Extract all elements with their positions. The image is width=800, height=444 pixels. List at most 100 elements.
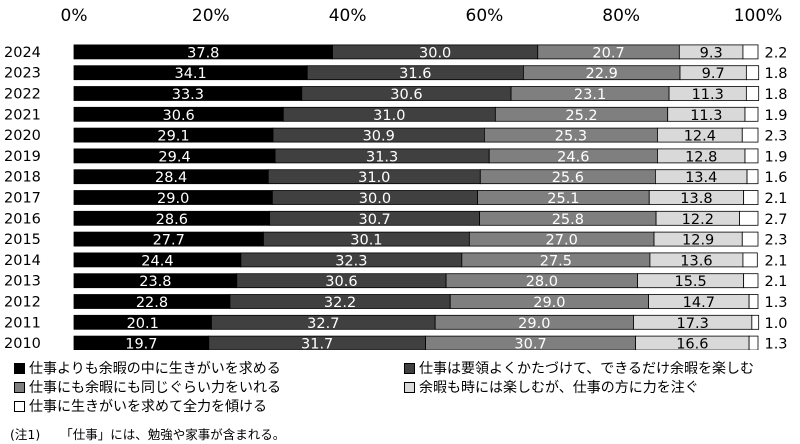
bar-value-label: 27.0 [546, 233, 578, 249]
bar-value-label: 2.7 [764, 212, 787, 228]
y-axis-labels: 2024 2023 2022 2021 2020 2019 2018 2017 2016 2015… [4, 45, 41, 350]
legend-item: 仕事よりも余暇の中に生きがいを求める [14, 358, 281, 378]
legend-swatch [14, 400, 25, 412]
bar-segment [744, 148, 759, 164]
bar-value-label: 34.1 [174, 66, 206, 82]
bar-value-label: 1.8 [764, 66, 787, 82]
bar-value-label: 1.0 [764, 316, 787, 332]
bar-value-label: 28.0 [526, 274, 558, 290]
y-tick-label: 2024 [4, 45, 41, 61]
legend-label: 仕事よりも余暇の中に生きがいを求める [29, 361, 281, 377]
bar-segment [745, 86, 760, 101]
y-tick-label: 2013 [4, 274, 41, 290]
y-tick-label: 2010 [4, 336, 41, 350]
bar-value-label: 14.7 [683, 295, 715, 311]
bar-value-label: 22.8 [136, 295, 168, 311]
bar-value-label: 13.4 [685, 170, 717, 186]
bar-value-label: 13.8 [680, 191, 712, 207]
y-tick-label: 2014 [4, 253, 41, 269]
bar-value-label: 2.2 [764, 45, 787, 61]
bar-value-label: 32.2 [324, 295, 356, 311]
bar-value-label: 25.6 [552, 170, 584, 186]
bar-value-label: 11.3 [692, 87, 724, 103]
y-tick-label: 2011 [4, 315, 41, 331]
bar-value-label: 1.9 [764, 149, 787, 165]
bar-segment [751, 314, 760, 330]
bar-value-label: 30.6 [325, 274, 357, 290]
bar-value-label: 16.6 [676, 337, 708, 350]
bar-value-label: 31.0 [358, 170, 390, 186]
bar-value-label: 15.5 [674, 274, 706, 290]
bar-segment [739, 210, 759, 226]
y-tick-label: 2012 [4, 295, 41, 311]
bar-segment [748, 335, 759, 350]
x-tick-label: 20% [192, 6, 230, 26]
y-tick-label: 2021 [4, 107, 41, 123]
bar-value-label: 31.3 [366, 149, 398, 165]
bar-value-label: 27.7 [153, 233, 185, 249]
bars [73, 44, 760, 350]
stacked-bar-chart: 0% 20% 40% 60% 80% 100% 202420232022202120202… [4, 6, 788, 350]
bar-value-label: 25.8 [552, 212, 584, 228]
x-tick-label: 80% [602, 6, 640, 26]
footnote-mark: (注1) [10, 427, 41, 442]
footnote-text: 「仕事」には、勉強や家事が含まれる。 [60, 427, 286, 442]
bar-value-label: 1.9 [764, 108, 787, 124]
bar-value-label: 29.0 [533, 295, 565, 311]
footnote: (注1) 「仕事」には、勉強や家事が含まれる。 [10, 424, 285, 443]
legend-item: 仕事にも余暇にも同じぐらい力をいれる [14, 377, 281, 397]
y-tick-label: 2023 [4, 66, 41, 82]
legend-item: 余暇も時には楽しむが、仕事の方に力を注ぐ [404, 377, 699, 397]
bar-value-label: 31.7 [301, 337, 333, 350]
bar-value-label: 30.9 [363, 129, 395, 145]
bar-value-label: 22.9 [586, 66, 618, 82]
bar-value-label: 1.6 [764, 170, 787, 186]
bar-value-label: 20.1 [127, 316, 159, 332]
legend-label: 余暇も時には楽しむが、仕事の方に力を注ぐ [419, 380, 699, 396]
bar-value-label: 31.6 [399, 66, 431, 82]
bar-value-label: 1.3 [764, 295, 787, 311]
bar-value-label: 12.8 [685, 149, 717, 165]
bar-value-label: 20.7 [592, 45, 624, 61]
bar-value-label: 29.4 [158, 149, 190, 165]
x-axis-ticks: 0% 20% 40% 60% 80% 100% [61, 6, 783, 26]
bar-value-label: 30.7 [514, 337, 546, 350]
bar-segment [746, 169, 759, 185]
bar-value-label: 33.3 [172, 87, 204, 103]
bar-segment [743, 190, 759, 205]
bar-segment [742, 44, 759, 60]
bar-segment [748, 294, 759, 309]
bar-value-label: 30.0 [419, 45, 451, 61]
y-tick-label: 2016 [4, 211, 41, 227]
bar-value-label: 9.3 [700, 45, 723, 61]
bar-value-label: 30.6 [390, 87, 422, 103]
bar-value-label: 32.7 [307, 316, 339, 332]
bar-segment [745, 65, 760, 81]
bar-value-label: 37.8 [187, 45, 219, 61]
x-tick-label: 100% [734, 6, 783, 26]
bar-value-label: 19.7 [125, 337, 157, 350]
legend-label: 仕事は要領よくかたづけて、できるだけ余暇を楽しむ [419, 361, 755, 377]
bar-value-label: 2.1 [764, 191, 787, 207]
bar-value-label: 29.0 [157, 191, 189, 207]
bar-value-label: 32.3 [335, 253, 367, 269]
bar-value-label: 1.3 [764, 337, 787, 350]
bar-segment [742, 252, 758, 268]
bar-value-label: 28.6 [156, 212, 188, 228]
bar-value-label: 29.0 [518, 316, 550, 332]
bar-value-label: 25.1 [547, 191, 579, 207]
legend-label: 仕事にも余暇にも同じぐらい力をいれる [29, 380, 281, 396]
bar-value-label: 13.6 [680, 253, 712, 269]
bar-value-label: 1.8 [764, 87, 787, 103]
data-labels: 37.8 30.0 20.7 9.3 2.2 34.1 31.6 22.9 9.7 1.8 33.3… [125, 45, 787, 350]
bar-value-label: 17.3 [677, 316, 709, 332]
bar-value-label: 24.6 [557, 149, 589, 165]
bar-value-label: 25.3 [555, 129, 587, 145]
bar-value-label: 31.0 [373, 108, 405, 124]
bar-value-label: 30.6 [163, 108, 195, 124]
y-tick-label: 2020 [4, 128, 41, 144]
legend-item: 仕事は要領よくかたづけて、できるだけ余暇を楽しむ [404, 358, 754, 378]
bar-value-label: 2.1 [764, 274, 787, 290]
bar-value-label: 27.5 [540, 253, 572, 269]
legend-swatch [404, 381, 415, 393]
